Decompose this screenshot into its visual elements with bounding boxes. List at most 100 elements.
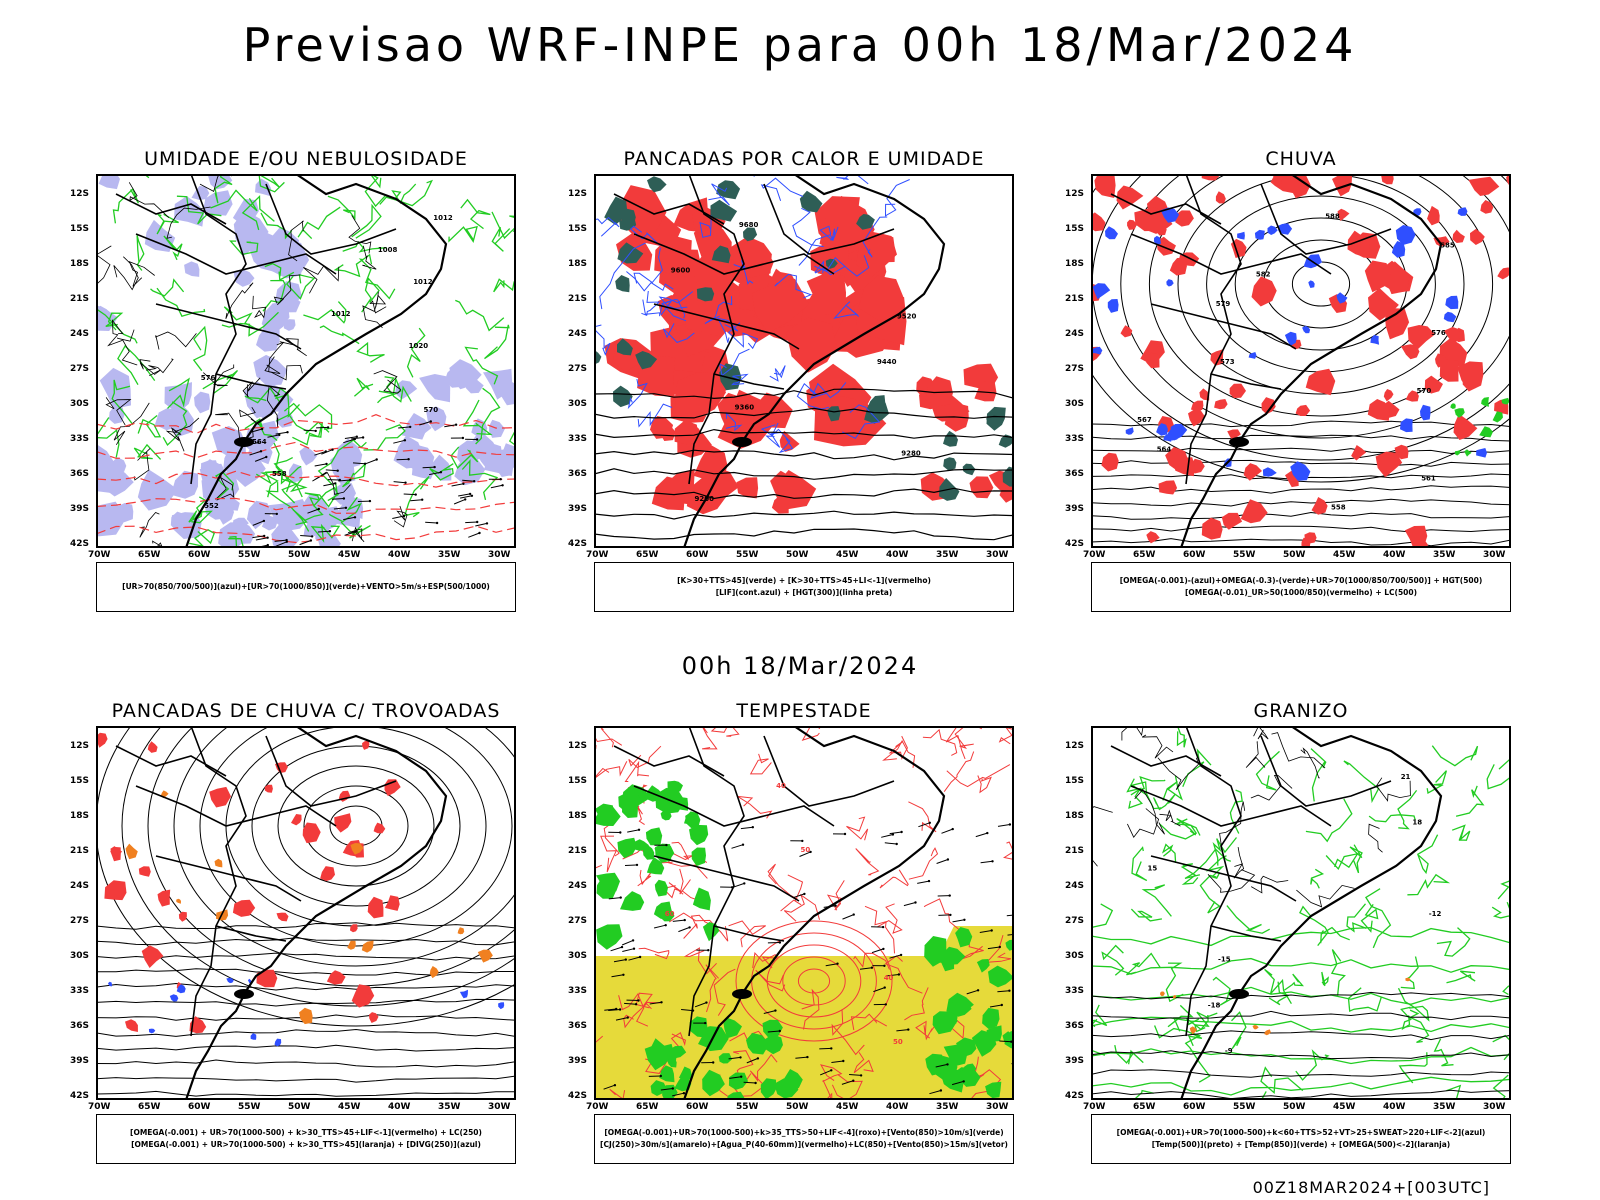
lat-label: 12S bbox=[568, 741, 588, 751]
lon-label: 60W bbox=[686, 550, 709, 560]
lat-label: 39S bbox=[70, 504, 90, 514]
lat-label: 33S bbox=[1065, 434, 1085, 444]
legend-line: [Temp(500)](preto) + [Temp(850)](verde) … bbox=[1151, 1140, 1451, 1149]
svg-text:579: 579 bbox=[1216, 300, 1231, 308]
legend-box: [OMEGA(-0.001)+UR>70(1000-500)+k<60+TTS>… bbox=[1091, 1114, 1511, 1164]
lon-label: 65W bbox=[1133, 1102, 1156, 1112]
panel-title: UMIDADE E/OU NEBULOSIDADE bbox=[144, 148, 468, 170]
lat-label: 15S bbox=[70, 776, 90, 786]
panel-title: PANCADAS POR CALOR E UMIDADE bbox=[623, 148, 985, 170]
svg-text:558: 558 bbox=[1331, 504, 1346, 512]
svg-text:9360: 9360 bbox=[735, 404, 755, 412]
svg-text:570: 570 bbox=[424, 406, 439, 414]
lon-label: 60W bbox=[188, 550, 211, 560]
mid-title: 00h 18/Mar/2024 bbox=[681, 652, 919, 680]
lat-label: 39S bbox=[70, 1056, 90, 1066]
svg-text:-9: -9 bbox=[1225, 1047, 1233, 1055]
lat-label: 42S bbox=[1065, 1091, 1085, 1101]
lon-label: 30W bbox=[1483, 1102, 1506, 1112]
lon-label: 45W bbox=[1333, 1102, 1356, 1112]
lat-label: 21S bbox=[70, 294, 90, 304]
lat-label: 42S bbox=[1065, 539, 1085, 549]
lon-label: 35W bbox=[438, 550, 461, 560]
lat-label: 36S bbox=[568, 1021, 588, 1031]
legend-line: [OMEGA(-0.001) + UR>70(1000-500) + k>30_… bbox=[130, 1128, 482, 1137]
lat-label: 12S bbox=[70, 741, 90, 751]
lon-label: 50W bbox=[1283, 550, 1306, 560]
lon-label: 65W bbox=[138, 1102, 161, 1112]
lat-label: 15S bbox=[568, 224, 588, 234]
lon-label: 45W bbox=[338, 1102, 361, 1112]
svg-text:9600: 9600 bbox=[671, 267, 691, 275]
lat-label: 39S bbox=[1065, 1056, 1085, 1066]
svg-text:576: 576 bbox=[1431, 329, 1446, 337]
lat-label: 15S bbox=[1065, 776, 1085, 786]
legend-line: [LIF](cont.azul) + [HGT(300)](linha pret… bbox=[715, 588, 893, 597]
lon-label: 60W bbox=[1183, 1102, 1206, 1112]
lon-label: 70W bbox=[586, 550, 609, 560]
map-frame: 9680 9600 9520 9440 9360 9280 9200 12S 15S 18S 21S… bbox=[568, 174, 1014, 560]
svg-text:585: 585 bbox=[1440, 242, 1455, 250]
lat-label: 24S bbox=[70, 881, 90, 891]
map-frame: 1012 1008 1012 1012 1020 576 570 564 558 552 12S 15… bbox=[70, 174, 516, 560]
panel-hail: GRANIZO 21 18 15 -12 -15 -18 -9 12S 15S 18S 21S 24S 2… bbox=[1065, 700, 1511, 1180]
lon-label: 40W bbox=[388, 550, 411, 560]
lon-label: 70W bbox=[88, 550, 111, 560]
lon-label: 65W bbox=[138, 550, 161, 560]
weather-map bbox=[96, 726, 516, 1100]
legend-line: [OMEGA(-0.001)+UR>70(1000-500)+k>35_TTS>… bbox=[604, 1128, 1004, 1137]
lat-label: 21S bbox=[1065, 846, 1085, 856]
svg-text:1020: 1020 bbox=[409, 342, 429, 350]
lat-label: 18S bbox=[70, 259, 90, 269]
lon-label: 70W bbox=[1083, 550, 1106, 560]
lat-label: 24S bbox=[568, 329, 588, 339]
lat-label: 33S bbox=[568, 434, 588, 444]
legend-box: [OMEGA(-0.001)-(azul)+OMEGA(-0.3)-(verde… bbox=[1091, 562, 1511, 612]
lon-label: 55W bbox=[736, 550, 759, 560]
legend-line: [OMEGA(-0.01)_UR>50(1000/850)(vermelho) … bbox=[1184, 588, 1418, 597]
lon-label: 30W bbox=[1483, 550, 1506, 560]
lat-label: 18S bbox=[70, 811, 90, 821]
panel-rain: CHUVA 588 585 582 579 576 573 570 567 564 561 558 12… bbox=[1065, 148, 1511, 628]
svg-text:50: 50 bbox=[801, 846, 811, 854]
lat-label: 33S bbox=[70, 986, 90, 996]
lat-label: 30S bbox=[568, 399, 588, 409]
svg-text:40: 40 bbox=[884, 974, 894, 982]
lat-label: 30S bbox=[1065, 951, 1085, 961]
lon-label: 40W bbox=[886, 1102, 909, 1112]
svg-text:1012: 1012 bbox=[433, 214, 453, 222]
weather-map: 1012 1008 1012 1012 1020 576 570 564 558 552 bbox=[96, 174, 516, 548]
lat-label: 30S bbox=[1065, 399, 1085, 409]
lon-label: 70W bbox=[586, 1102, 609, 1112]
svg-text:18: 18 bbox=[1412, 819, 1422, 827]
lon-label: 55W bbox=[736, 1102, 759, 1112]
lon-label: 30W bbox=[986, 550, 1009, 560]
lat-label: 21S bbox=[1065, 294, 1085, 304]
svg-text:15: 15 bbox=[1148, 864, 1158, 872]
weather-map: 40 50 60 40 50 bbox=[594, 726, 1014, 1100]
panel-humidity: UMIDADE E/OU NEBULOSIDADE 1012 1008 1012 101… bbox=[70, 148, 516, 628]
legend-line: [CJ(250)>30m/s](amarelo)+[Agua_P(40-60mm… bbox=[600, 1140, 1008, 1149]
lat-label: 18S bbox=[568, 259, 588, 269]
lat-label: 27S bbox=[70, 916, 90, 926]
lat-label: 33S bbox=[70, 434, 90, 444]
svg-text:-15: -15 bbox=[1218, 956, 1231, 964]
lat-label: 27S bbox=[568, 916, 588, 926]
lon-label: 40W bbox=[886, 550, 909, 560]
map-frame: 21 18 15 -12 -15 -18 -9 12S 15S 18S 21S 24S 27S 30S 33… bbox=[1065, 726, 1511, 1112]
lat-label: 42S bbox=[70, 539, 90, 549]
svg-text:9520: 9520 bbox=[897, 312, 917, 320]
lat-label: 24S bbox=[1065, 329, 1085, 339]
panel-thunderstorms: PANCADAS DE CHUVA C/ TROVOADAS 12S 15S 18S 2… bbox=[70, 700, 516, 1180]
svg-text:567: 567 bbox=[1137, 416, 1152, 424]
lon-label: 35W bbox=[936, 550, 959, 560]
lon-label: 55W bbox=[238, 550, 261, 560]
lat-label: 39S bbox=[568, 1056, 588, 1066]
lon-label: 45W bbox=[836, 550, 859, 560]
svg-text:570: 570 bbox=[1417, 387, 1432, 395]
lon-label: 65W bbox=[1133, 550, 1156, 560]
svg-text:564: 564 bbox=[1157, 445, 1172, 453]
svg-text:9680: 9680 bbox=[739, 221, 759, 229]
lat-label: 39S bbox=[568, 504, 588, 514]
lat-label: 12S bbox=[70, 189, 90, 199]
